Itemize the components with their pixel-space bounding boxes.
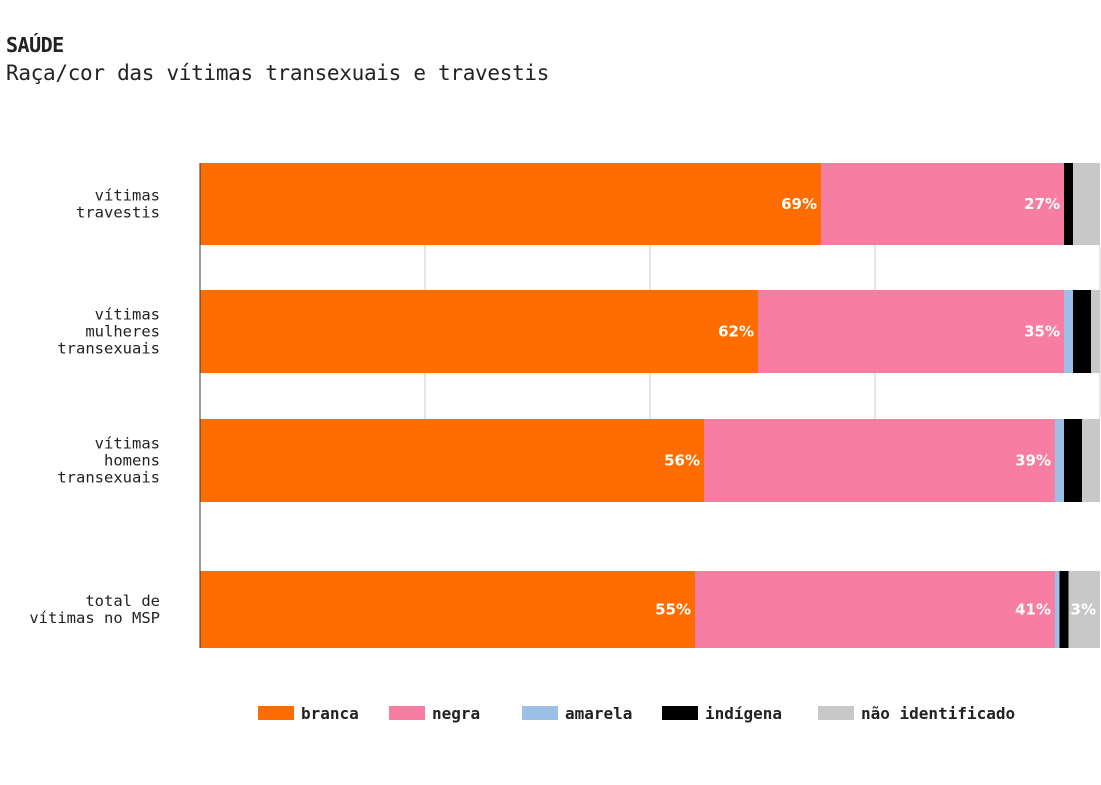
bar-segment-negra — [821, 163, 1064, 245]
data-label: 3% — [1071, 601, 1096, 619]
bar-segment-negra — [758, 290, 1064, 373]
category-label: vítimas — [95, 435, 160, 453]
bar-segment-indígena — [1059, 571, 1069, 648]
bar-segment-amarela — [1055, 419, 1064, 502]
category-label: transexuais — [57, 340, 160, 358]
data-label: 35% — [1024, 323, 1060, 341]
legend-label: não identificado — [861, 704, 1015, 723]
data-label: 39% — [1015, 452, 1051, 470]
bar-segment-branca — [200, 163, 821, 245]
chart-subtitle: Raça/cor das vítimas transexuais e trave… — [6, 61, 550, 85]
chart-title: SAÚDE — [6, 33, 64, 57]
data-label: 56% — [664, 452, 700, 470]
bar-segment-indígena — [1064, 163, 1073, 245]
bar-segment-amarela — [1055, 571, 1060, 648]
legend-label: indígena — [705, 704, 782, 723]
category-label: travestis — [76, 204, 160, 222]
legend-swatch — [258, 706, 294, 720]
legend-swatch — [522, 706, 558, 720]
bar-segment-indígena — [1073, 290, 1091, 373]
category-label: mulheres — [85, 323, 160, 341]
bar-segment-não-identificado — [1082, 419, 1100, 502]
category-label: homens — [104, 452, 160, 470]
category-label: vítimas no MSP — [29, 609, 160, 627]
legend-label: amarela — [565, 704, 632, 723]
legend-label: branca — [301, 704, 359, 723]
category-label: total de — [85, 592, 160, 610]
bar-segment-negra — [704, 419, 1055, 502]
legend-swatch — [389, 706, 425, 720]
data-label: 41% — [1015, 601, 1051, 619]
legend-label: negra — [432, 704, 480, 723]
category-label: vítimas — [95, 306, 160, 324]
data-label: 62% — [718, 323, 754, 341]
bar-segment-branca — [200, 571, 695, 648]
bar-segment-negra — [695, 571, 1055, 648]
category-label: vítimas — [95, 187, 160, 205]
bar-segment-branca — [200, 290, 758, 373]
category-label: transexuais — [57, 469, 160, 487]
bar-segment-branca — [200, 419, 704, 502]
bar-segment-indígena — [1064, 419, 1082, 502]
legend-swatch — [662, 706, 698, 720]
bar-segment-amarela — [1064, 290, 1073, 373]
data-label: 69% — [781, 195, 817, 213]
legend-swatch — [818, 706, 854, 720]
bar-segment-não-identificado — [1073, 163, 1100, 245]
data-label: 55% — [655, 601, 691, 619]
data-label: 27% — [1024, 195, 1060, 213]
bar-segment-não-identificado — [1091, 290, 1100, 373]
bar-segment-não-identificado — [1068, 571, 1100, 648]
